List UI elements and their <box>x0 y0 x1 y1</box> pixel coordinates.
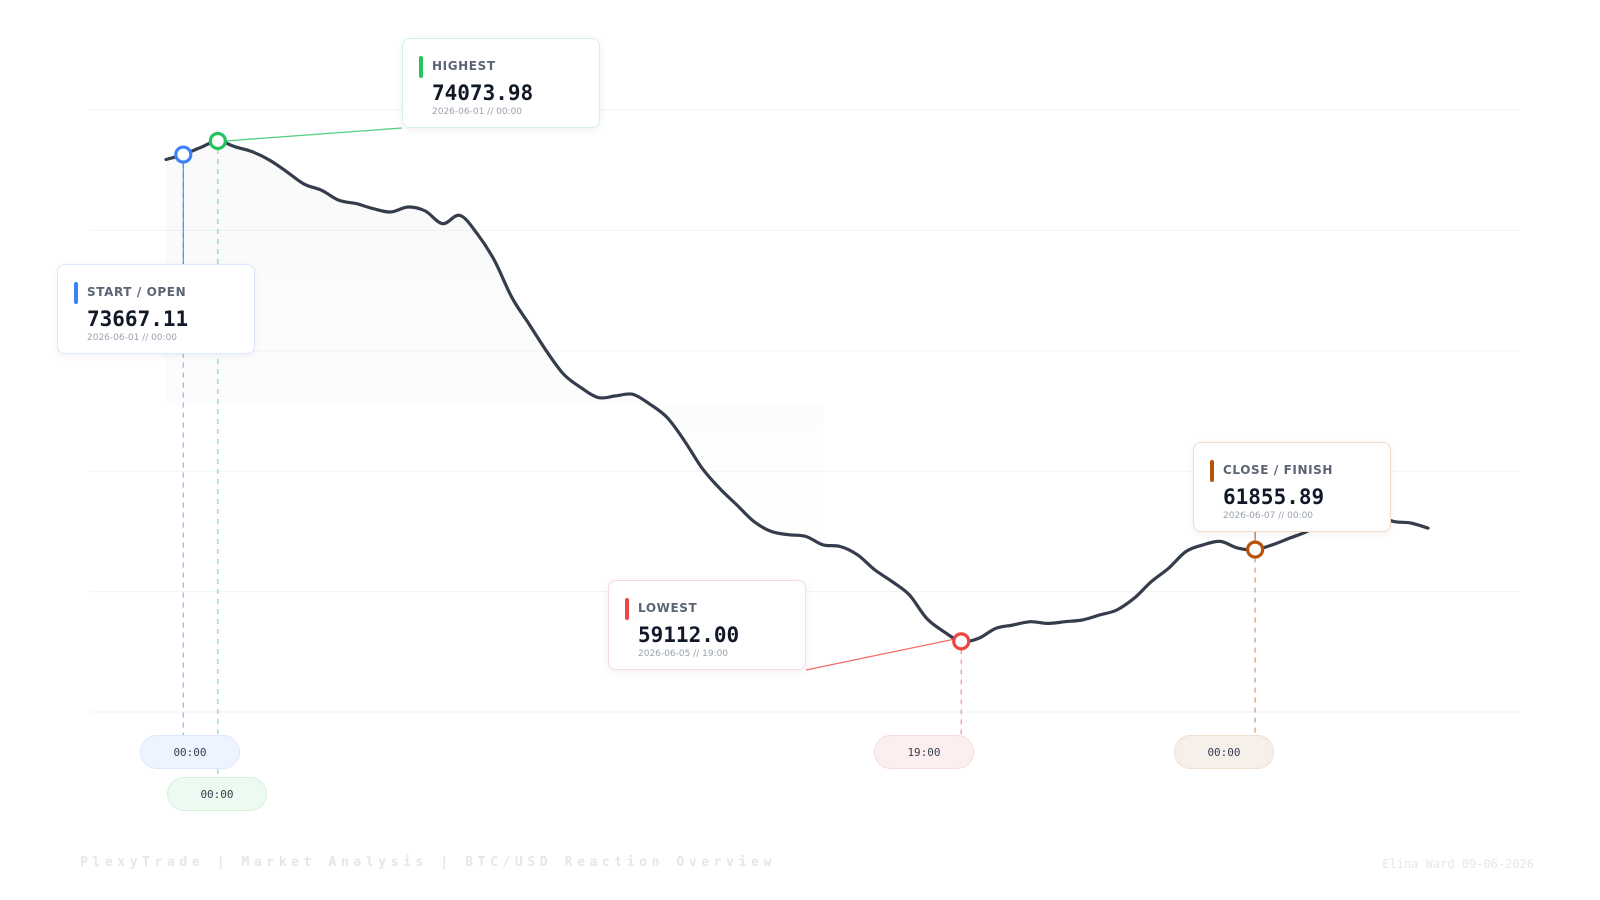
high-accent-bar <box>419 56 423 78</box>
low-time-pill: 19:00 <box>874 735 974 769</box>
low-card-label: LOWEST <box>638 601 698 615</box>
footer-author-date: Elina Ward 09-06-2026 <box>1382 857 1534 871</box>
low-card-value: 59112.00 <box>638 623 740 647</box>
close-marker-point <box>1246 540 1265 559</box>
start-accent-bar <box>74 282 78 304</box>
low-accent-bar <box>625 598 629 620</box>
close-card-label: CLOSE / FINISH <box>1223 463 1334 477</box>
start-card-timestamp: 2026-06-01 // 00:00 <box>87 333 178 343</box>
high-card-timestamp: 2026-06-01 // 00:00 <box>432 107 523 117</box>
close-accent-bar <box>1210 460 1214 482</box>
close-card-value: 61855.89 <box>1223 485 1325 509</box>
start-card-value: 73667.11 <box>87 307 189 331</box>
close-finish-card: CLOSE / FINISH 61855.89 2026-06-07 // 00… <box>1193 442 1391 532</box>
high-card-connector <box>225 127 403 142</box>
start-card-label: START / OPEN <box>87 285 187 299</box>
price-area-fill <box>166 141 823 545</box>
low-card-timestamp: 2026-06-05 // 19:00 <box>638 649 729 659</box>
lowest-card: LOWEST 59112.00 2026-06-05 // 19:00 <box>608 580 806 670</box>
low-marker-point <box>952 632 971 651</box>
high-card-label: HIGHEST <box>432 59 496 73</box>
close-card-timestamp: 2026-06-07 // 00:00 <box>1223 511 1314 521</box>
close-time-pill: 00:00 <box>1174 735 1274 769</box>
footer-branding: PlexyTrade | Market Analysis | BTC/USD R… <box>80 855 776 870</box>
high-marker-point <box>208 131 227 151</box>
highest-card: HIGHEST 74073.98 2026-06-01 // 00:00 <box>402 38 600 128</box>
start-time-pill: 00:00 <box>140 735 240 769</box>
low-card-connector <box>805 638 954 671</box>
high-time-pill: 00:00 <box>167 777 267 811</box>
marker-connectors <box>182 127 1256 777</box>
high-card-value: 74073.98 <box>432 81 534 105</box>
start-marker-point <box>174 145 193 164</box>
marker-points <box>174 131 1265 651</box>
start-open-card: START / OPEN 73667.11 2026-06-01 // 00:0… <box>57 264 255 354</box>
price-series-line <box>164 139 1430 644</box>
